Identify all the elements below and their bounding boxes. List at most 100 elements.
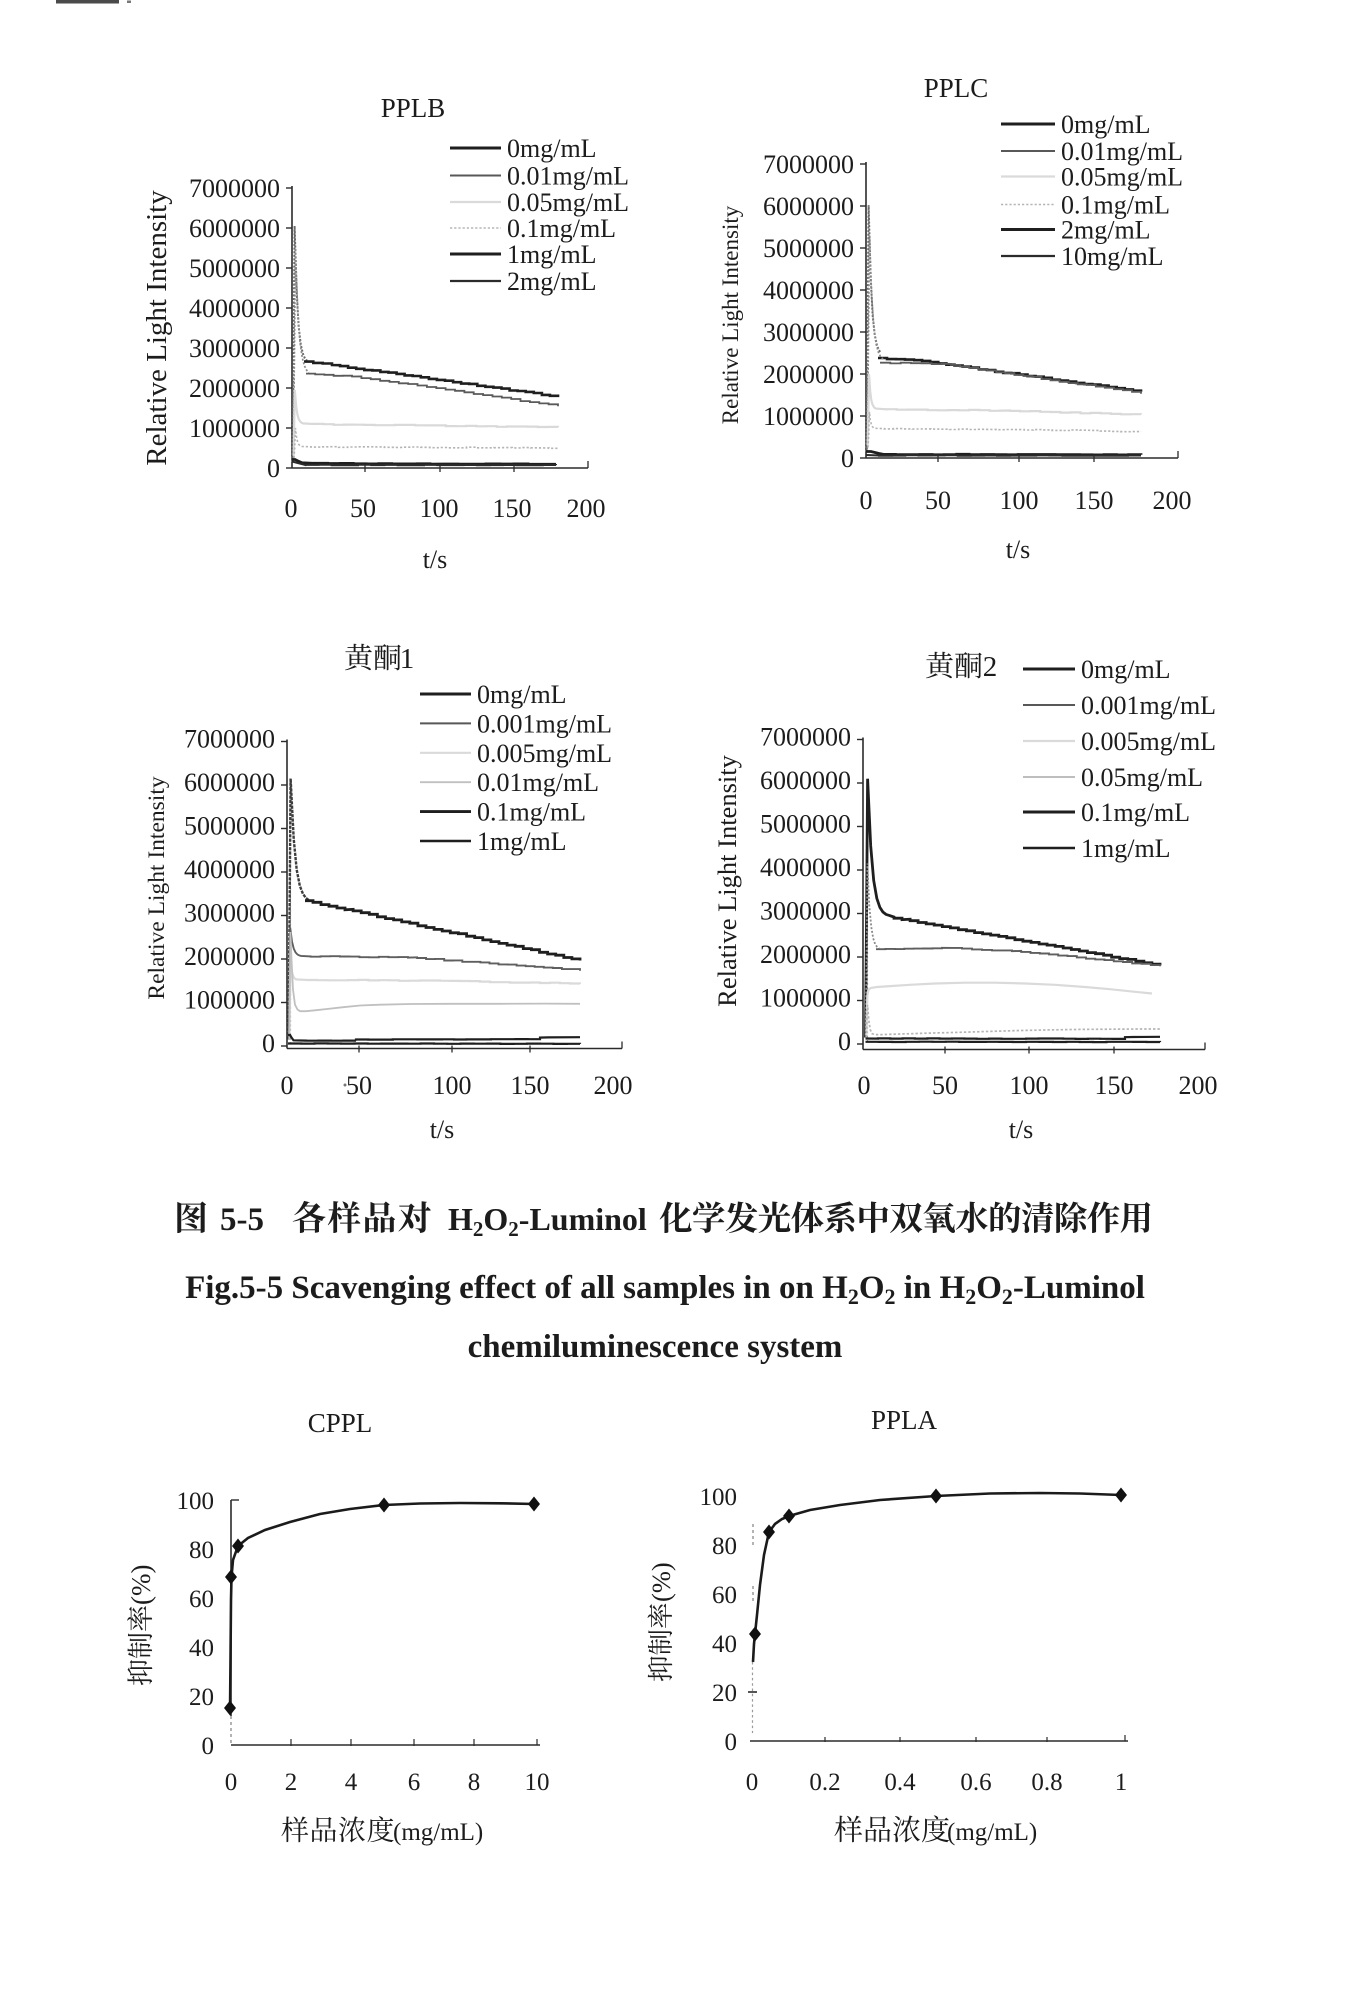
svg-text:3000000: 3000000 xyxy=(184,899,275,928)
svg-text:(mg/mL): (mg/mL) xyxy=(393,1819,483,1846)
svg-text:0.01mg/mL: 0.01mg/mL xyxy=(507,162,629,191)
svg-text:H2O2-Luminol: H2O2-Luminol xyxy=(448,1201,647,1241)
svg-text:6000000: 6000000 xyxy=(763,192,854,221)
svg-text:0: 0 xyxy=(262,1029,275,1058)
svg-text:40: 40 xyxy=(712,1631,737,1658)
svg-text:0.8: 0.8 xyxy=(1031,1769,1062,1796)
svg-text:200: 200 xyxy=(594,1071,633,1100)
svg-text:8: 8 xyxy=(468,1769,481,1796)
svg-text:100: 100 xyxy=(1010,1071,1049,1100)
svg-text:0mg/mL: 0mg/mL xyxy=(1081,655,1171,684)
svg-text:3000000: 3000000 xyxy=(763,318,854,347)
svg-text:5000000: 5000000 xyxy=(760,810,851,839)
svg-text:5-5: 5-5 xyxy=(220,1202,264,1238)
svg-text:PPLB: PPLB xyxy=(381,93,446,123)
svg-text:6: 6 xyxy=(408,1769,421,1796)
svg-text:2mg/mL: 2mg/mL xyxy=(1061,216,1151,245)
svg-text:0.001mg/mL: 0.001mg/mL xyxy=(1081,691,1216,720)
svg-text:200: 200 xyxy=(1153,486,1192,515)
svg-text:1mg/mL: 1mg/mL xyxy=(1081,834,1171,863)
svg-text:150: 150 xyxy=(1075,486,1114,515)
svg-text:1000000: 1000000 xyxy=(189,414,280,443)
svg-text:0.1mg/mL: 0.1mg/mL xyxy=(1061,191,1170,220)
svg-text:0.01mg/mL: 0.01mg/mL xyxy=(477,768,599,797)
svg-text:7000000: 7000000 xyxy=(763,150,854,179)
svg-text:50: 50 xyxy=(932,1071,958,1100)
svg-text:7000000: 7000000 xyxy=(760,723,851,752)
svg-text:0.001mg/mL: 0.001mg/mL xyxy=(477,709,612,738)
svg-text:t/s: t/s xyxy=(423,545,448,574)
svg-text:0.005mg/mL: 0.005mg/mL xyxy=(1081,727,1216,756)
svg-text:50: 50 xyxy=(346,1071,372,1100)
svg-text:50: 50 xyxy=(350,494,376,523)
svg-text:0: 0 xyxy=(202,1733,215,1760)
svg-text:1mg/mL: 1mg/mL xyxy=(477,827,567,856)
svg-text:chemiluminescence system: chemiluminescence system xyxy=(468,1329,843,1365)
svg-text:0.1mg/mL: 0.1mg/mL xyxy=(1081,798,1190,827)
svg-text:t/s: t/s xyxy=(430,1115,455,1144)
svg-text:0: 0 xyxy=(838,1027,851,1056)
svg-text:5000000: 5000000 xyxy=(184,812,275,841)
svg-text:0.05mg/mL: 0.05mg/mL xyxy=(507,188,629,217)
svg-text:2000000: 2000000 xyxy=(184,942,275,971)
svg-text:200: 200 xyxy=(567,494,606,523)
svg-text:Relative Light Intensity: Relative Light Intensity xyxy=(141,190,173,466)
svg-text:60: 60 xyxy=(189,1586,214,1613)
svg-text:100: 100 xyxy=(433,1071,472,1100)
svg-text:0: 0 xyxy=(860,486,873,515)
svg-text:0mg/mL: 0mg/mL xyxy=(507,134,597,163)
svg-text:0mg/mL: 0mg/mL xyxy=(477,680,567,709)
svg-text:100: 100 xyxy=(177,1488,215,1515)
svg-text:20: 20 xyxy=(189,1684,214,1711)
svg-text:100: 100 xyxy=(420,494,459,523)
svg-text:Relative Light Intensity: Relative Light Intensity xyxy=(718,205,743,424)
svg-text:50: 50 xyxy=(925,486,951,515)
svg-text:10: 10 xyxy=(525,1769,550,1796)
svg-text:0.01mg/mL: 0.01mg/mL xyxy=(1061,137,1183,166)
svg-text:10mg/mL: 10mg/mL xyxy=(1061,242,1164,271)
svg-text:Fig.5-5 Scavenging effect of a: Fig.5-5 Scavenging effect of all samples… xyxy=(185,1270,1145,1309)
svg-text:150: 150 xyxy=(511,1071,550,1100)
svg-text:5000000: 5000000 xyxy=(763,234,854,263)
svg-text:CPPL: CPPL xyxy=(308,1408,373,1438)
svg-text:4000000: 4000000 xyxy=(184,855,275,884)
svg-text:0.2: 0.2 xyxy=(809,1769,840,1796)
svg-text:0: 0 xyxy=(267,454,280,483)
svg-text:0.1mg/mL: 0.1mg/mL xyxy=(507,214,616,243)
svg-text:6000000: 6000000 xyxy=(189,214,280,243)
svg-text:0.1mg/mL: 0.1mg/mL xyxy=(477,798,586,827)
svg-text:0.6: 0.6 xyxy=(960,1769,991,1796)
svg-text:6000000: 6000000 xyxy=(760,766,851,795)
svg-text:0: 0 xyxy=(858,1071,871,1100)
svg-text:PPLA: PPLA xyxy=(871,1405,938,1435)
svg-text:0.05mg/mL: 0.05mg/mL xyxy=(1081,763,1203,792)
svg-text:100: 100 xyxy=(700,1484,738,1511)
svg-text:1000000: 1000000 xyxy=(760,984,851,1013)
svg-text:4000000: 4000000 xyxy=(189,294,280,323)
svg-text:7000000: 7000000 xyxy=(184,725,275,754)
svg-text:150: 150 xyxy=(493,494,532,523)
svg-text:(%): (%) xyxy=(126,1565,156,1605)
svg-text:100: 100 xyxy=(1000,486,1039,515)
svg-text:0: 0 xyxy=(281,1071,294,1100)
svg-text:0mg/mL: 0mg/mL xyxy=(1061,110,1151,139)
svg-text:t/s: t/s xyxy=(1006,535,1031,564)
svg-text:PPLC: PPLC xyxy=(924,73,989,103)
svg-text:60: 60 xyxy=(712,1582,737,1609)
svg-text:0: 0 xyxy=(725,1729,738,1756)
svg-text:0: 0 xyxy=(746,1769,759,1796)
svg-text:200: 200 xyxy=(1179,1071,1218,1100)
svg-text:5000000: 5000000 xyxy=(189,254,280,283)
svg-text:t/s: t/s xyxy=(1009,1115,1034,1144)
svg-text:0: 0 xyxy=(225,1769,238,1796)
svg-text:3000000: 3000000 xyxy=(760,897,851,926)
svg-text:150: 150 xyxy=(1095,1071,1134,1100)
svg-text:4000000: 4000000 xyxy=(760,853,851,882)
svg-text:40: 40 xyxy=(189,1635,214,1662)
svg-text:7000000: 7000000 xyxy=(189,174,280,203)
svg-text:3000000: 3000000 xyxy=(189,334,280,363)
svg-text:1mg/mL: 1mg/mL xyxy=(507,240,597,269)
svg-text:2: 2 xyxy=(983,651,998,683)
svg-text:20: 20 xyxy=(712,1680,737,1707)
svg-text:2mg/mL: 2mg/mL xyxy=(507,267,597,296)
